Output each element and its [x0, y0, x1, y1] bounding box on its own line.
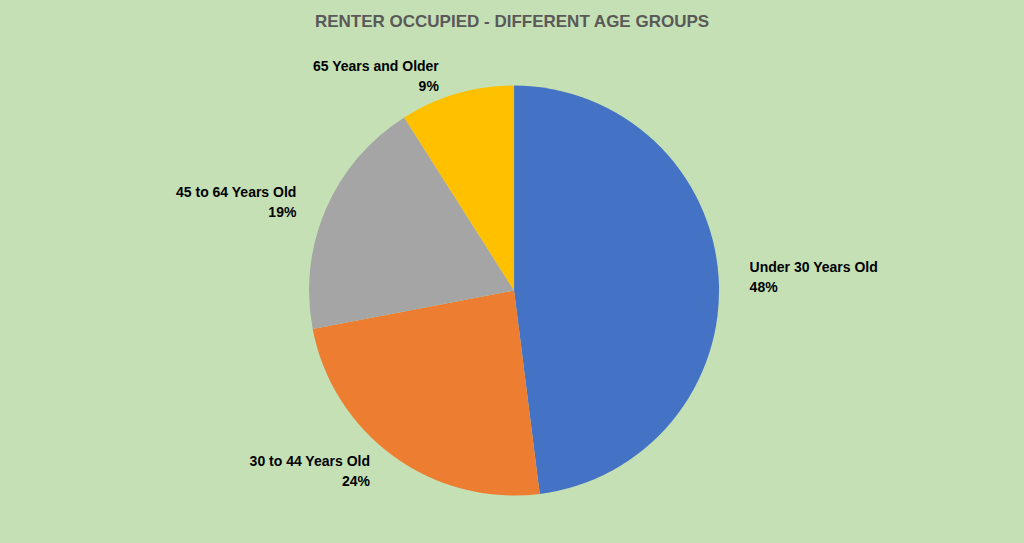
svg-text:30 to 44 Years Old: 30 to 44 Years Old	[250, 453, 370, 469]
svg-text:45 to 64 Years Old: 45 to 64 Years Old	[176, 184, 296, 200]
svg-text:24%: 24%	[342, 473, 371, 489]
svg-text:19%: 19%	[268, 204, 297, 220]
svg-text:48%: 48%	[750, 279, 779, 295]
svg-text:65 Years and Older: 65 Years and Older	[313, 58, 439, 74]
svg-text:9%: 9%	[419, 78, 440, 94]
svg-text:RENTER OCCUPIED - DIFFERENT AG: RENTER OCCUPIED - DIFFERENT AGE GROUPS	[315, 12, 709, 31]
svg-text:Under 30 Years Old: Under 30 Years Old	[750, 259, 878, 275]
